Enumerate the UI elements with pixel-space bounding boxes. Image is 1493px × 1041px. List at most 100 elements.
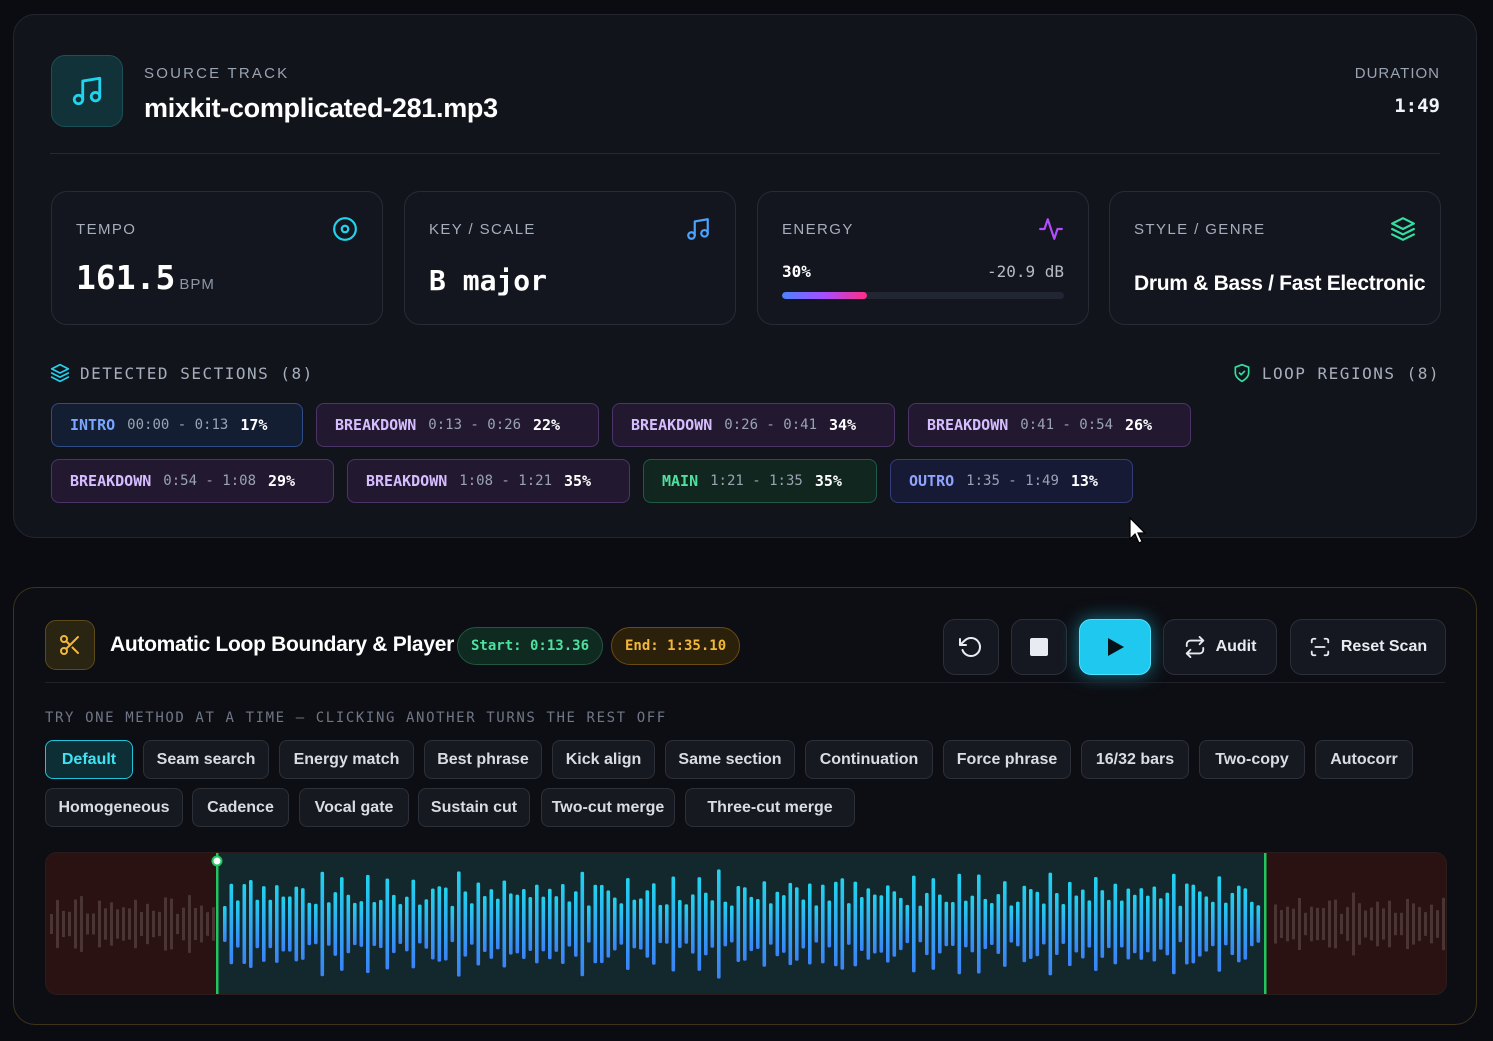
method-button-three-cut-merge[interactable]: Three-cut merge <box>685 788 855 827</box>
method-button-default[interactable]: Default <box>45 740 133 779</box>
section-name: BREAKDOWN <box>366 472 448 490</box>
waveform-bar <box>1204 896 1209 952</box>
waveform-bar-dim <box>110 902 113 946</box>
waveform-bar <box>236 900 240 948</box>
waveform-bar <box>847 903 851 945</box>
waveform-bar <box>307 902 312 946</box>
waveform-bar <box>1120 900 1124 948</box>
method-button-vocal-gate[interactable]: Vocal gate <box>299 788 409 827</box>
energy-card: ENERGY 30% -20.9 dB <box>757 191 1089 325</box>
waveform-bar <box>658 904 663 944</box>
waveform-bar <box>912 875 916 973</box>
waveform-bar <box>938 894 942 954</box>
waveform-bar <box>229 883 234 965</box>
waveform-bar-dim <box>1274 904 1277 944</box>
method-button-energy-match[interactable]: Energy match <box>279 740 414 779</box>
section-name: BREAKDOWN <box>631 416 713 434</box>
method-button-16-32-bars[interactable]: 16/32 bars <box>1081 740 1189 779</box>
waveform-bar-dim <box>1328 900 1331 948</box>
waveform-bar <box>366 874 370 974</box>
waveform-bar <box>652 883 656 965</box>
waveform-bar <box>1009 905 1014 943</box>
playhead-handle[interactable] <box>211 855 223 867</box>
method-button-continuation[interactable]: Continuation <box>805 740 933 779</box>
waveform-bar <box>1035 891 1040 957</box>
method-button-force-phrase[interactable]: Force phrase <box>943 740 1071 779</box>
loop-regions-title: LOOP REGIONS (8) <box>1261 363 1440 383</box>
waveform-bar-dim <box>104 908 107 940</box>
waveform-bar <box>619 903 624 945</box>
waveform-bar <box>346 894 351 954</box>
waveform-bar <box>886 885 890 963</box>
waveform[interactable] <box>45 852 1447 995</box>
waveform-bar <box>1191 884 1196 964</box>
play-button[interactable] <box>1079 619 1151 675</box>
stop-button[interactable] <box>1011 619 1067 675</box>
waveform-bar-dim <box>1418 907 1421 941</box>
method-button-two-copy[interactable]: Two-copy <box>1199 740 1305 779</box>
method-button-same-section[interactable]: Same section <box>665 740 795 779</box>
section-chip[interactable]: INTRO 00:00 - 0:13 17% <box>51 403 303 447</box>
waveform-bar-dim <box>98 900 101 948</box>
waveform-bar-dim <box>134 899 137 949</box>
waveform-bar <box>600 884 604 964</box>
section-chip[interactable]: BREAKDOWN 0:13 - 0:26 22% <box>316 403 599 447</box>
waveform-bar <box>749 896 754 952</box>
waveform-bar <box>1133 894 1137 954</box>
waveform-bar <box>255 899 260 949</box>
waveform-bar-dim <box>62 910 65 938</box>
restart-button[interactable] <box>943 619 999 675</box>
section-chip[interactable]: BREAKDOWN 1:08 - 1:21 35% <box>347 459 630 503</box>
waveform-bar-dim <box>1382 908 1385 940</box>
source-track-label: SOURCE TRACK <box>144 65 290 82</box>
waveform-bar-dim <box>56 899 59 949</box>
shield-check-icon <box>1234 363 1250 383</box>
waveform-bar <box>613 897 617 951</box>
waveform-bar <box>1107 899 1111 949</box>
waveform-bar <box>944 901 949 947</box>
waveform-bar-dim <box>92 913 95 935</box>
method-button-kick-align[interactable]: Kick align <box>552 740 655 779</box>
waveform-bar <box>710 900 715 948</box>
divider <box>45 682 1445 683</box>
method-button-two-cut-merge[interactable]: Two-cut merge <box>541 788 675 827</box>
waveform-bar <box>1185 883 1189 965</box>
waveform-bar-dim <box>1358 903 1361 945</box>
waveform-bar <box>964 900 968 948</box>
waveform-bar <box>957 873 962 975</box>
waveform-bar <box>587 905 591 943</box>
section-chip[interactable]: BREAKDOWN 0:26 - 0:41 34% <box>612 403 895 447</box>
reset-scan-button[interactable]: Reset Scan <box>1290 619 1446 675</box>
waveform-bar-dim <box>164 897 167 951</box>
duration-label: DURATION <box>1354 65 1440 82</box>
waveform-bar <box>372 902 377 946</box>
method-button-best-phrase[interactable]: Best phrase <box>424 740 542 779</box>
waveform-bar <box>548 888 552 960</box>
waveform-bar <box>379 899 383 949</box>
method-button-seam-search[interactable]: Seam search <box>143 740 269 779</box>
method-button-cadence[interactable]: Cadence <box>192 788 289 827</box>
waveform-bar <box>717 869 721 979</box>
waveform-bar <box>678 900 682 948</box>
waveform-bar-dim <box>1364 910 1367 938</box>
section-chip[interactable]: MAIN 1:21 - 1:35 35% <box>643 459 877 503</box>
music-note-icon <box>687 218 709 240</box>
detected-sections-title: DETECTED SECTIONS (8) <box>80 363 314 383</box>
section-chip[interactable]: BREAKDOWN 0:41 - 0:54 26% <box>908 403 1191 447</box>
excluded-region-right <box>1265 853 1446 994</box>
waveform-bar <box>951 901 955 947</box>
waveform-bar <box>821 884 825 964</box>
method-button-sustain-cut[interactable]: Sustain cut <box>418 788 530 827</box>
audit-button[interactable]: Audit <box>1163 619 1277 675</box>
waveform-bar <box>489 889 494 959</box>
play-icon <box>1108 638 1124 656</box>
waveform-bar-dim <box>170 898 173 950</box>
tempo-value: 161.5 <box>76 258 176 297</box>
section-chip[interactable]: OUTRO 1:35 - 1:49 13% <box>890 459 1133 503</box>
key-label: KEY / SCALE <box>429 221 536 238</box>
section-chip[interactable]: BREAKDOWN 0:54 - 1:08 29% <box>51 459 334 503</box>
waveform-bar <box>918 905 923 943</box>
method-button-autocorr[interactable]: Autocorr <box>1315 740 1413 779</box>
method-button-homogeneous[interactable]: Homogeneous <box>45 788 183 827</box>
waveform-bar-dim <box>1370 907 1373 941</box>
